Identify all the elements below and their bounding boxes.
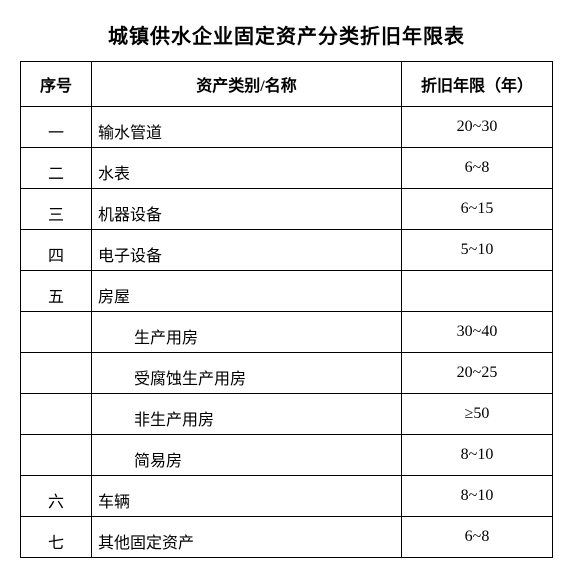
depreciation-table: 序号 资产类别/名称 折旧年限（年） 一输水管道20~30二水表6~8三机器设备… (20, 61, 553, 558)
header-seq: 序号 (21, 62, 92, 107)
cell-years: 30~40 (402, 312, 553, 353)
cell-years: 20~30 (402, 107, 553, 148)
cell-name: 输水管道 (92, 107, 402, 148)
cell-name: 非生产用房 (92, 394, 402, 435)
cell-years: 6~15 (402, 189, 553, 230)
cell-years (402, 271, 553, 312)
table-row: 六车辆8~10 (21, 476, 553, 517)
cell-name: 受腐蚀生产用房 (92, 353, 402, 394)
cell-name: 机器设备 (92, 189, 402, 230)
table-row: 一输水管道20~30 (21, 107, 553, 148)
header-years: 折旧年限（年） (402, 62, 553, 107)
table-row: 受腐蚀生产用房20~25 (21, 353, 553, 394)
table-body: 一输水管道20~30二水表6~8三机器设备6~15四电子设备5~10五房屋生产用… (21, 107, 553, 558)
table-row: 三机器设备6~15 (21, 189, 553, 230)
cell-years: ≥50 (402, 394, 553, 435)
table-title: 城镇供水企业固定资产分类折旧年限表 (20, 20, 553, 49)
cell-seq (21, 353, 92, 394)
cell-name: 车辆 (92, 476, 402, 517)
cell-seq: 六 (21, 476, 92, 517)
cell-seq: 五 (21, 271, 92, 312)
table-row: 简易房8~10 (21, 435, 553, 476)
table-row: 非生产用房≥50 (21, 394, 553, 435)
cell-years: 8~10 (402, 476, 553, 517)
cell-name: 其他固定资产 (92, 517, 402, 558)
cell-name: 简易房 (92, 435, 402, 476)
table-row: 生产用房30~40 (21, 312, 553, 353)
cell-seq: 三 (21, 189, 92, 230)
cell-name: 房屋 (92, 271, 402, 312)
cell-seq (21, 435, 92, 476)
cell-seq: 二 (21, 148, 92, 189)
cell-years: 20~25 (402, 353, 553, 394)
cell-seq (21, 394, 92, 435)
cell-years: 5~10 (402, 230, 553, 271)
cell-seq: 四 (21, 230, 92, 271)
header-row: 序号 资产类别/名称 折旧年限（年） (21, 62, 553, 107)
cell-seq (21, 312, 92, 353)
cell-name: 生产用房 (92, 312, 402, 353)
table-row: 二水表6~8 (21, 148, 553, 189)
table-row: 七其他固定资产6~8 (21, 517, 553, 558)
header-name: 资产类别/名称 (92, 62, 402, 107)
table-row: 五房屋 (21, 271, 553, 312)
cell-name: 电子设备 (92, 230, 402, 271)
cell-name: 水表 (92, 148, 402, 189)
cell-years: 8~10 (402, 435, 553, 476)
table-row: 四电子设备5~10 (21, 230, 553, 271)
cell-years: 6~8 (402, 517, 553, 558)
cell-seq: 一 (21, 107, 92, 148)
cell-seq: 七 (21, 517, 92, 558)
cell-years: 6~8 (402, 148, 553, 189)
